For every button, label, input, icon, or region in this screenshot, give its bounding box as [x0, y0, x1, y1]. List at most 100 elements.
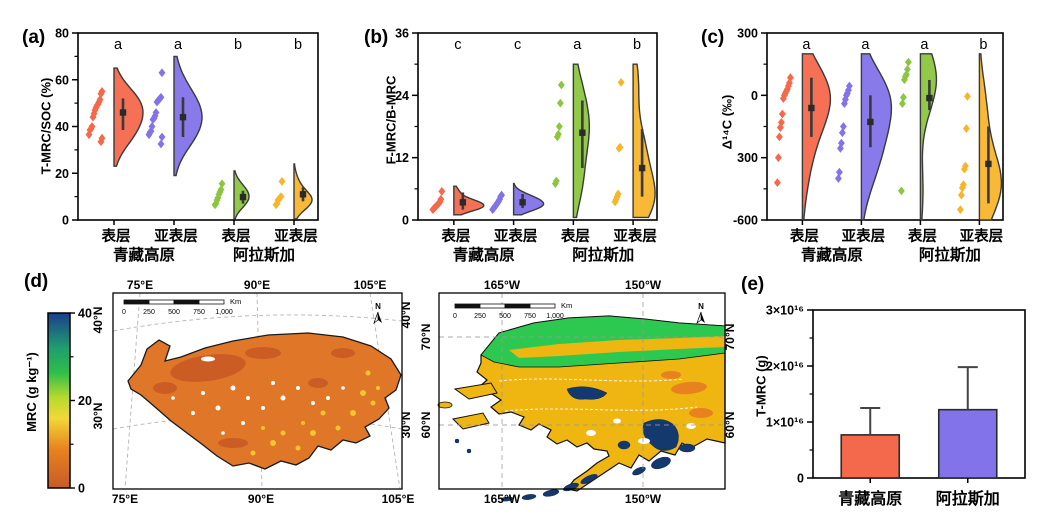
- data-point: [776, 123, 784, 132]
- data-point: [962, 124, 970, 133]
- x-category-label: 亚表层: [274, 227, 318, 245]
- data-point: [557, 80, 565, 90]
- data-point: [773, 178, 781, 187]
- y-tick-label: 0: [62, 214, 69, 228]
- x-category-label: 表层: [222, 227, 251, 245]
- x-group-label: 阿拉斯加: [919, 245, 981, 264]
- data-point: [429, 205, 437, 215]
- tibet-landmass: [127, 332, 402, 470]
- data-point: [556, 98, 564, 108]
- mean-marker: [239, 193, 247, 201]
- map-tibetan-plateau: 75°E 90°E 105°E 75°E 90°E 105°E 40°N 30°N 40°N 30…: [91, 278, 414, 506]
- colorbar-tick-label: 40: [78, 307, 92, 321]
- data-point: [158, 68, 166, 78]
- panel-label-b: (b): [364, 27, 389, 48]
- map-longitude-label: 165°W: [484, 278, 521, 292]
- significance-letter: c: [514, 37, 521, 53]
- x-group-label: 青藏高原: [453, 245, 515, 264]
- y-tick-label: 0: [402, 214, 409, 228]
- y-tick-label: 2×10¹⁶: [766, 360, 804, 374]
- data-point: [779, 94, 787, 103]
- scalebar-number: 250: [143, 309, 155, 316]
- y-tick-label: -600: [733, 214, 758, 228]
- data-point: [438, 187, 446, 196]
- lake-dots: [171, 356, 345, 435]
- significance-letter: a: [174, 37, 183, 53]
- data-point: [97, 137, 105, 147]
- data-point: [152, 108, 160, 117]
- map-longitude-label: 90°E: [248, 492, 274, 506]
- data-point: [157, 139, 165, 149]
- x-group-label: 阿拉斯加: [572, 245, 634, 264]
- data-point: [211, 200, 219, 210]
- data-point: [97, 89, 105, 99]
- data-point: [774, 153, 782, 163]
- violin-shape-3: [978, 53, 1003, 221]
- y-tick-label: 0: [751, 89, 758, 103]
- data-point: [218, 179, 226, 189]
- y-tick-label: 3×10¹⁶: [766, 304, 804, 318]
- yukon-delta: [451, 412, 490, 430]
- data-point: [90, 109, 98, 119]
- mean-marker: [179, 113, 187, 121]
- data-point: [775, 132, 783, 142]
- significance-letter: a: [573, 37, 582, 53]
- data-point: [957, 190, 965, 200]
- mean-marker: [519, 199, 526, 206]
- data-point: [553, 132, 561, 142]
- significance-letter: b: [234, 37, 242, 53]
- mean-marker: [119, 109, 127, 116]
- x-category-label: 青藏高原: [838, 489, 902, 508]
- map-latitude-label: 40°N: [399, 302, 413, 329]
- data-point: [98, 133, 106, 143]
- map-longitude-label: 105°E: [354, 278, 387, 292]
- significance-letter: a: [861, 37, 870, 53]
- yellow-speckles: [250, 370, 380, 456]
- scalebar-number: 750: [193, 309, 205, 316]
- data-point: [89, 112, 97, 122]
- violin-shape-1: [860, 53, 893, 221]
- y-tick-label: 0: [797, 472, 804, 486]
- bar-0: [840, 434, 901, 479]
- scalebar-number: 1,000: [215, 309, 233, 316]
- map-longitude-label: 75°E: [112, 492, 138, 506]
- x-category-label: 表层: [441, 227, 470, 245]
- significance-letter: b: [633, 37, 641, 53]
- map-latitude-label: 70°N: [723, 324, 737, 351]
- island: [437, 401, 453, 409]
- high-mrc-patches: [153, 347, 355, 448]
- significance-letter: a: [114, 37, 123, 53]
- data-point: [555, 122, 563, 131]
- data-point: [153, 97, 161, 107]
- data-point: [956, 205, 964, 215]
- north-arrow-right: [378, 312, 382, 323]
- north-arrow-left: [373, 311, 379, 324]
- data-point: [838, 128, 846, 138]
- colorbar-tick-label: 20: [78, 394, 92, 408]
- ecoregion-borders: [498, 378, 698, 412]
- mean-marker: [985, 160, 992, 168]
- x-category-label: 表层: [790, 227, 819, 245]
- data-point: [611, 197, 619, 207]
- significance-letter: b: [979, 37, 987, 53]
- scalebar-number: 500: [168, 309, 180, 316]
- data-point: [963, 91, 971, 101]
- y-tick-label: 24: [395, 89, 409, 103]
- scalebar-segment: [479, 303, 506, 309]
- violin-shape-3: [632, 63, 656, 219]
- map-frame: [112, 292, 403, 490]
- graticule: [439, 293, 725, 489]
- x-category-label: 亚表层: [154, 227, 198, 245]
- mean-marker: [579, 129, 586, 136]
- y-tick-label: 60: [55, 73, 69, 87]
- data-point: [91, 105, 99, 115]
- x-category-label: 亚表层: [842, 227, 886, 245]
- colorbar-tick-label: 0: [78, 482, 85, 496]
- data-point: [899, 93, 907, 102]
- violin-shape-0: [113, 67, 144, 167]
- white-patches: [556, 418, 713, 457]
- scalebar-segment: [173, 299, 200, 305]
- data-point: [158, 132, 166, 142]
- data-point: [839, 122, 847, 131]
